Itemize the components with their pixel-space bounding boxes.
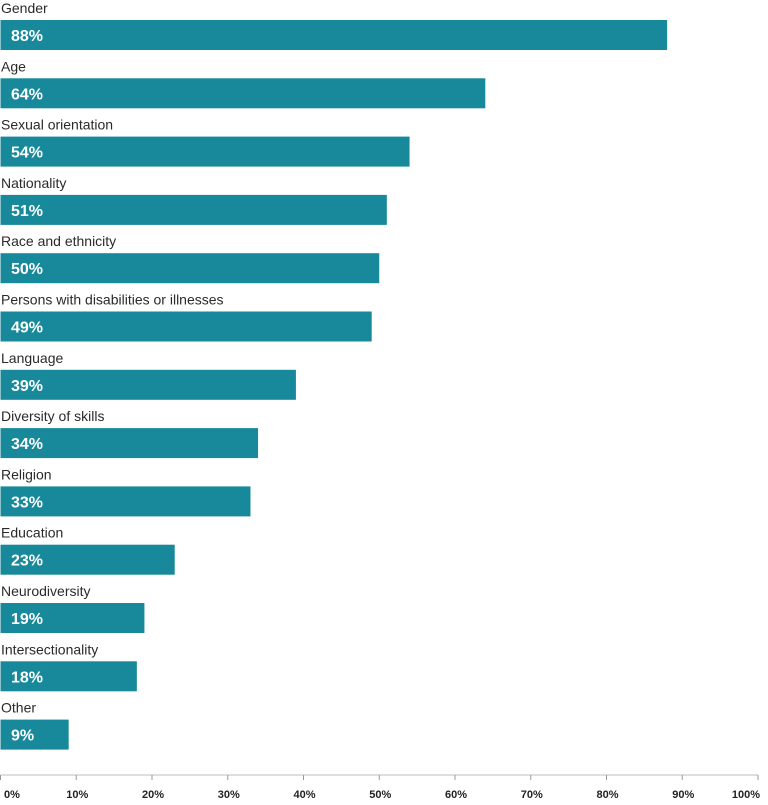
- value-label-education: 23%: [11, 553, 43, 570]
- value-label-intersectionality: 18%: [11, 669, 43, 686]
- bars-group: Gender 88% Age 64% Sexual orientation 54% Nati…: [0, 0, 668, 750]
- x-tick-label: 30%: [218, 789, 240, 801]
- value-label-language: 39%: [11, 378, 43, 395]
- value-label-religion: 33%: [11, 494, 43, 511]
- value-label-other: 9%: [11, 728, 34, 745]
- bar-education: [0, 544, 175, 575]
- category-label-language: Language: [1, 350, 64, 366]
- x-tick-label: 50%: [369, 789, 391, 801]
- x-tick-label: 80%: [596, 789, 618, 801]
- x-tick-label: 70%: [521, 789, 543, 801]
- bar-sexual-orientation: [0, 136, 410, 167]
- bar-intersectionality: [0, 661, 137, 692]
- value-label-sexual-orientation: 54%: [11, 145, 43, 162]
- bar-neurodiversity: [0, 603, 145, 633]
- x-tick-label: 100%: [732, 789, 760, 801]
- bar-persons-with-disabilities-or-illnesses: [0, 311, 372, 342]
- value-label-race-and-ethnicity: 50%: [11, 261, 43, 278]
- x-tick-label: 20%: [142, 789, 164, 801]
- value-label-age: 64%: [11, 86, 43, 103]
- category-label-gender: Gender: [1, 0, 48, 16]
- bar-race-and-ethnicity: [0, 253, 380, 284]
- bar-language: [0, 369, 296, 400]
- bar-gender: [0, 20, 668, 50]
- category-label-neurodiversity: Neurodiversity: [1, 583, 90, 599]
- bar-diversity-of-skills: [0, 428, 259, 459]
- value-label-diversity-of-skills: 34%: [11, 436, 43, 453]
- category-label-other: Other: [1, 700, 36, 716]
- category-label-race-and-ethnicity: Race and ethnicity: [1, 233, 116, 249]
- x-tick-label: 60%: [445, 789, 467, 801]
- category-label-age: Age: [1, 58, 26, 74]
- x-tick-label: 10%: [66, 789, 88, 801]
- value-label-nationality: 51%: [11, 203, 43, 220]
- bar-religion: [0, 486, 251, 517]
- category-label-sexual-orientation: Sexual orientation: [1, 117, 113, 133]
- x-tick-label: 40%: [293, 789, 315, 801]
- value-label-gender: 88%: [11, 28, 43, 45]
- category-label-religion: Religion: [1, 466, 52, 482]
- x-axis: 0% 10% 20% 30% 40% 50% 60% 70% 80% 90% 100%: [0, 774, 760, 801]
- value-label-neurodiversity: 19%: [11, 611, 43, 628]
- value-label-persons-with-disabilities-or-illnesses: 49%: [11, 320, 43, 337]
- category-label-education: Education: [1, 525, 63, 541]
- x-tick-label: 0%: [4, 789, 20, 801]
- category-label-intersectionality: Intersectionality: [1, 641, 98, 657]
- category-label-persons-with-disabilities-or-illnesses: Persons with disabilities or illnesses: [1, 292, 224, 308]
- category-label-nationality: Nationality: [1, 175, 66, 191]
- category-label-diversity-of-skills: Diversity of skills: [1, 408, 104, 424]
- x-tick-label: 90%: [672, 789, 694, 801]
- bar-other: [0, 719, 69, 750]
- bar-age: [0, 78, 486, 109]
- bar-nationality: [0, 194, 387, 225]
